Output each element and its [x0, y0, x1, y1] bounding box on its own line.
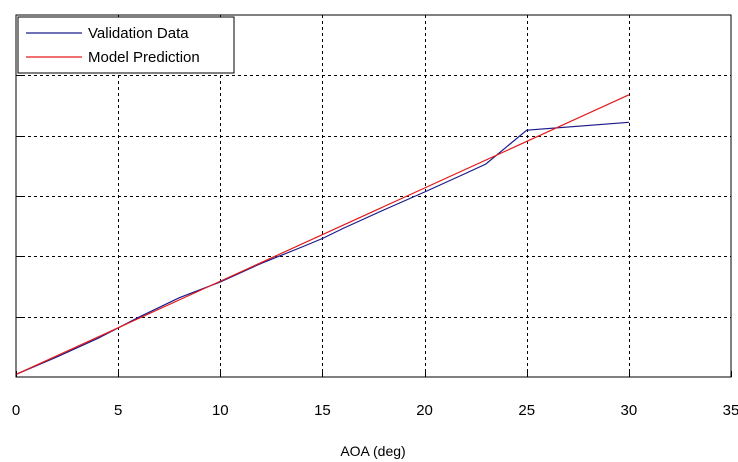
x-axis-label: AOA (deg) [340, 443, 405, 459]
x-tick-label: 25 [518, 402, 535, 419]
legend-label-model-prediction: Model Prediction [88, 49, 200, 66]
y-ticks [16, 75, 22, 318]
plot-frame [15, 14, 732, 378]
legend-box [17, 16, 235, 74]
legend: Validation Data Model Prediction [17, 16, 235, 74]
x-tick-label: 20 [416, 402, 433, 419]
legend-label-validation-data: Validation Data [88, 25, 189, 42]
x-tick-label: 15 [314, 402, 331, 419]
x-tick-label: 35 [723, 402, 738, 419]
x-ticks: 0 5 10 15 20 25 30 35 [12, 371, 738, 419]
x-tick-label: 30 [621, 402, 638, 419]
x-tick-label: 5 [114, 402, 122, 419]
series-line-model-prediction [15, 94, 630, 375]
x-tick-label: 0 [12, 402, 20, 419]
grid [16, 15, 731, 377]
x-tick-label: 10 [212, 402, 229, 419]
series-lines [15, 94, 630, 375]
